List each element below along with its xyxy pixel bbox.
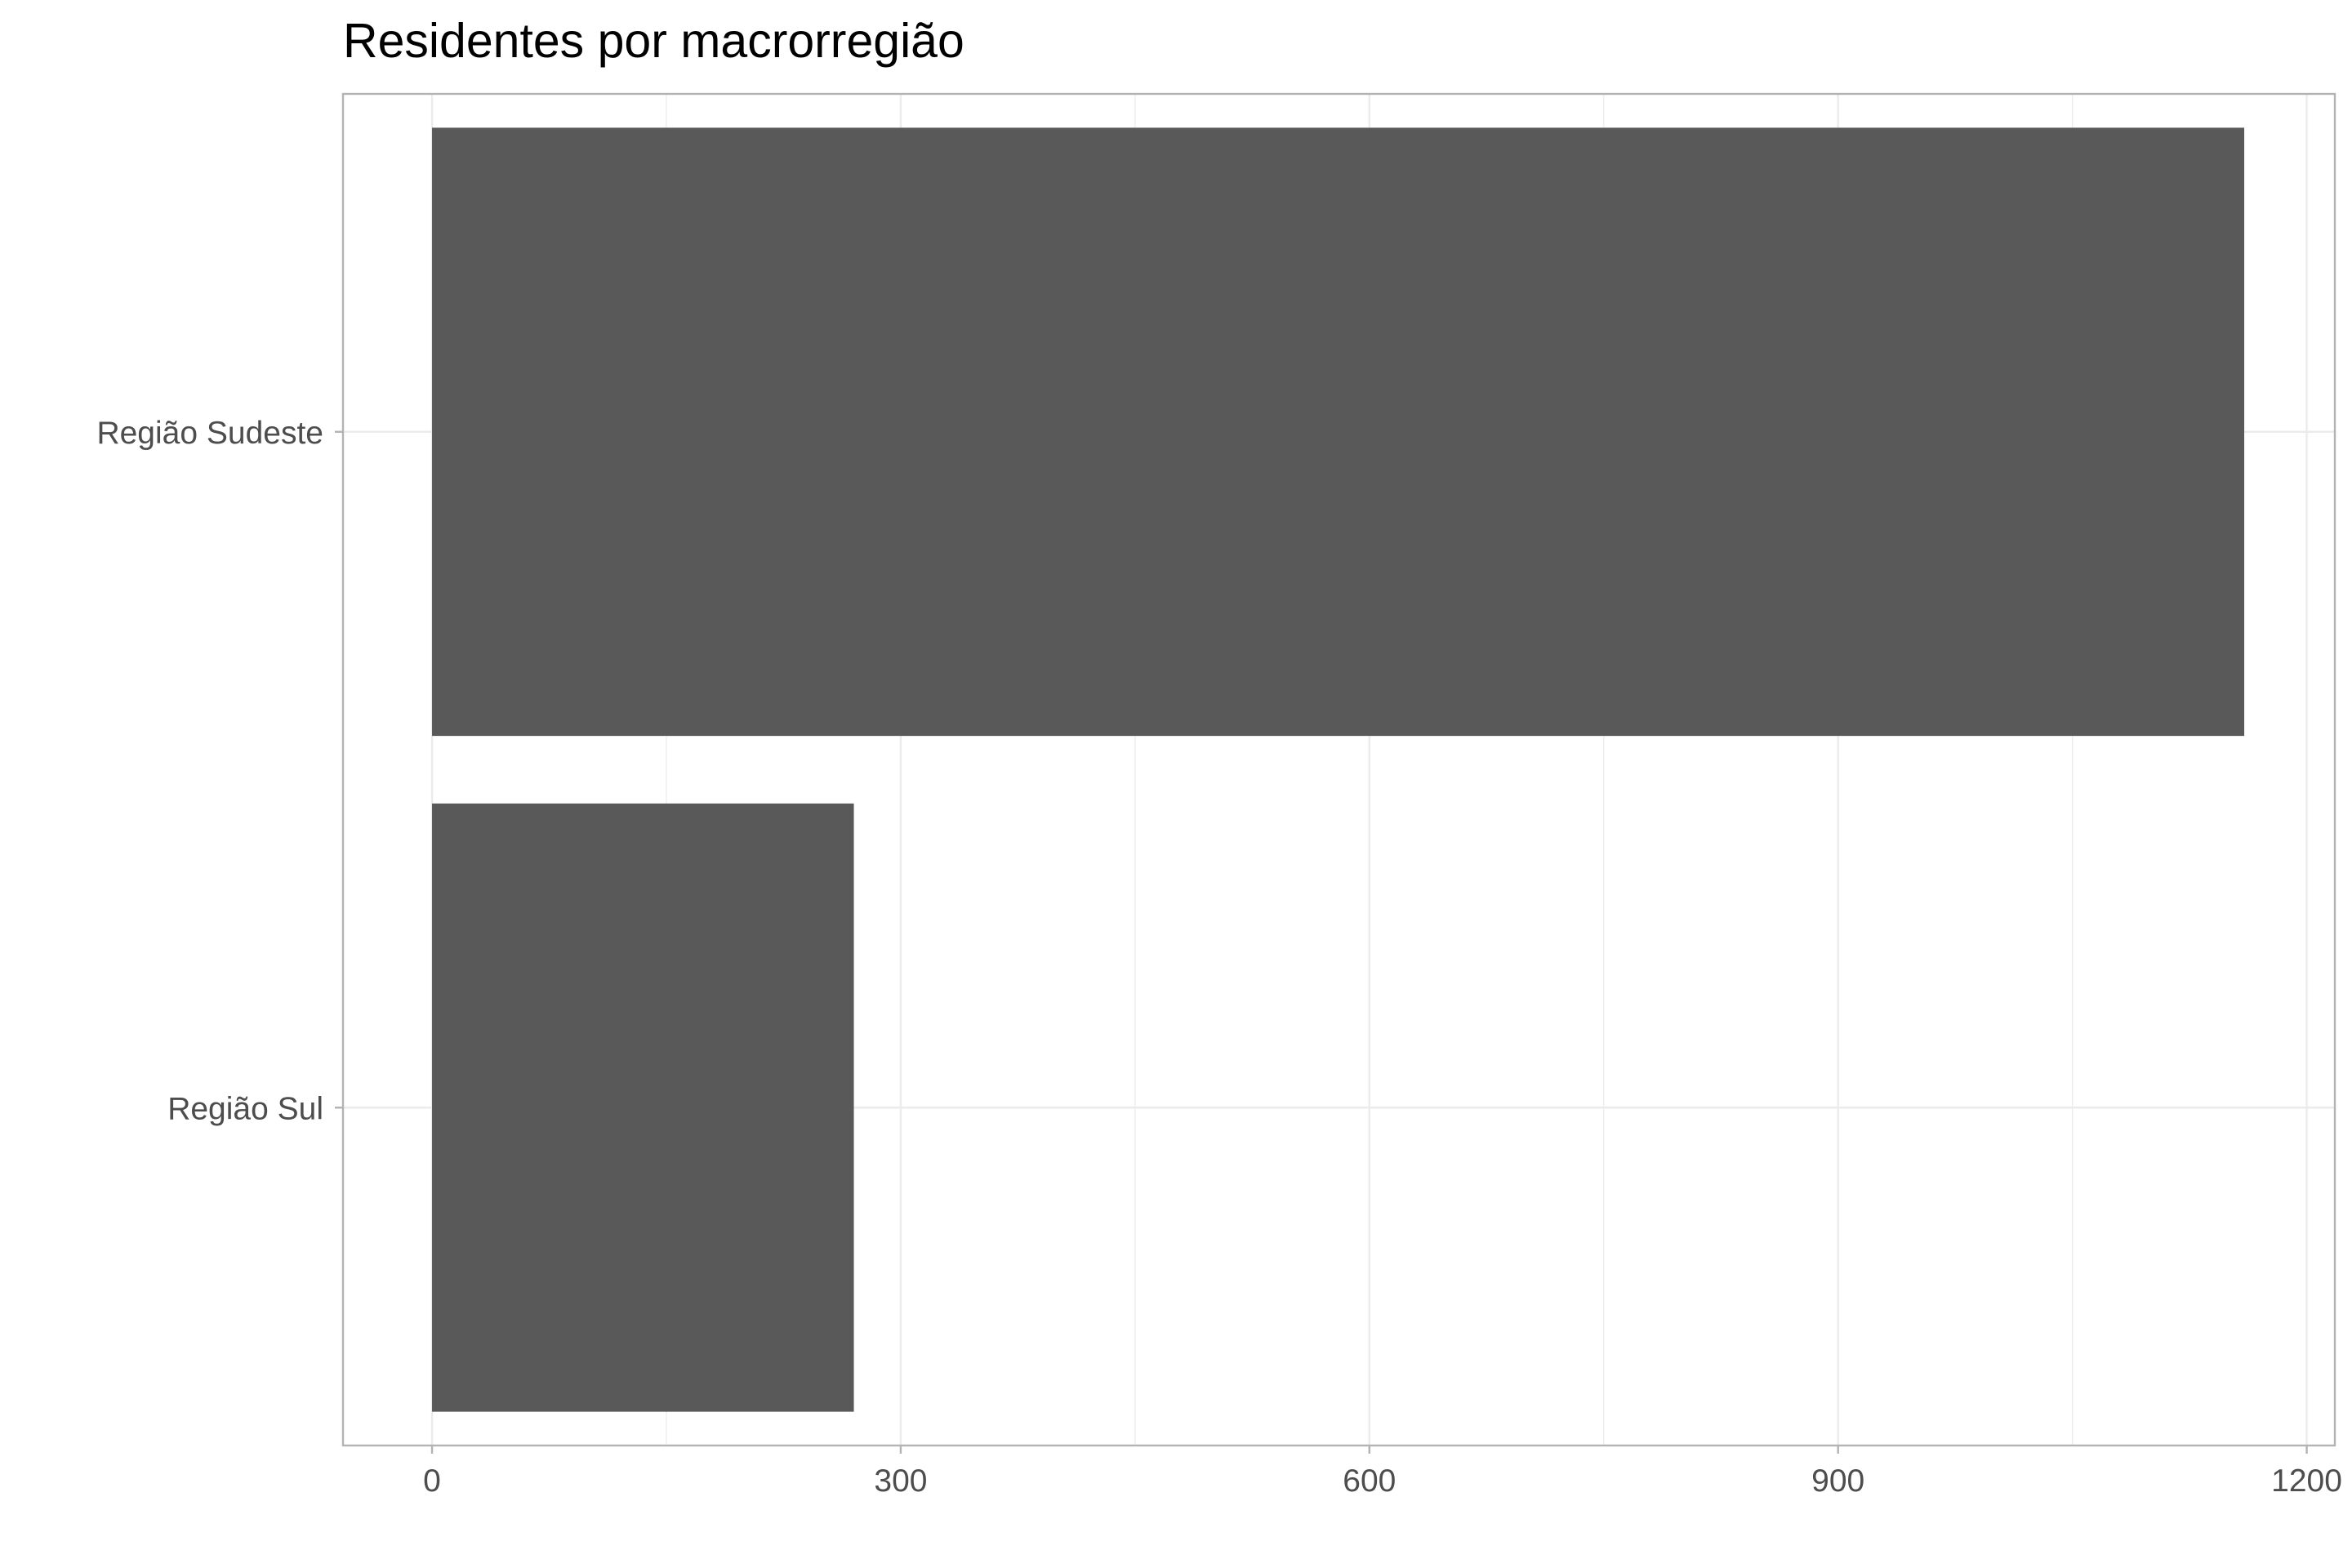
bars <box>432 127 2245 1412</box>
bar <box>432 127 2245 737</box>
x-axis: 0 300 600 900 1200 <box>423 1446 2342 1499</box>
y-axis: Região Sudeste Região Sul <box>96 416 343 1126</box>
panel-border <box>341 92 2336 1447</box>
x-tick-label: 900 <box>1811 1463 1864 1499</box>
x-tick-label: 0 <box>423 1463 441 1499</box>
y-tick-label: Região Sul <box>167 1091 323 1126</box>
x-tick-label: 600 <box>1343 1463 1396 1499</box>
chart-title: Residentes por macrorregião <box>343 14 964 68</box>
x-tick-label: 1200 <box>2271 1463 2342 1499</box>
y-tick-label: Região Sudeste <box>96 416 323 451</box>
bar <box>432 803 854 1412</box>
x-tick-label: 300 <box>874 1463 927 1499</box>
